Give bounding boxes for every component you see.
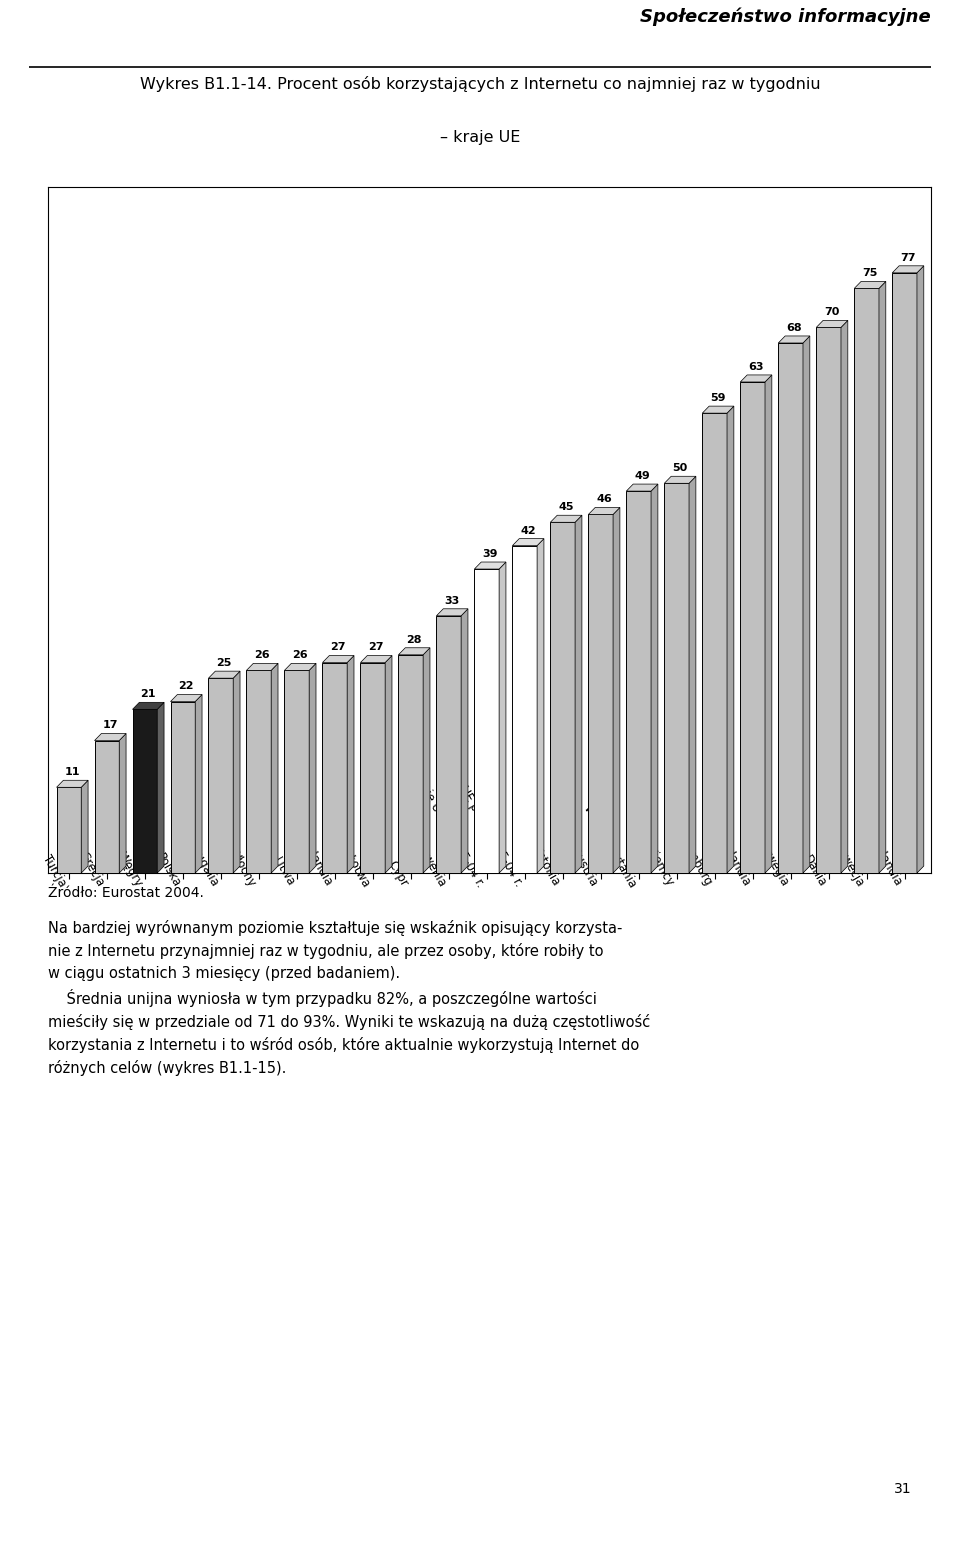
Text: 63: 63 bbox=[749, 362, 764, 373]
Polygon shape bbox=[892, 265, 924, 273]
Bar bbox=[626, 491, 651, 873]
Bar bbox=[284, 670, 309, 873]
Text: 77: 77 bbox=[900, 253, 916, 262]
Polygon shape bbox=[309, 664, 316, 873]
Polygon shape bbox=[917, 265, 924, 873]
Polygon shape bbox=[132, 702, 164, 709]
Text: Wykres B1.1-14. Procent osób korzystających z Internetu co najmniej raz w tygodn: Wykres B1.1-14. Procent osób korzystając… bbox=[140, 76, 820, 92]
Text: 17: 17 bbox=[103, 720, 118, 730]
Polygon shape bbox=[537, 539, 544, 873]
Bar bbox=[513, 546, 537, 873]
Polygon shape bbox=[740, 376, 772, 382]
Polygon shape bbox=[765, 376, 772, 873]
Polygon shape bbox=[816, 321, 848, 327]
Polygon shape bbox=[195, 695, 202, 873]
Bar bbox=[57, 787, 82, 873]
Bar bbox=[664, 483, 689, 873]
Polygon shape bbox=[651, 485, 658, 873]
Text: 27: 27 bbox=[369, 642, 384, 652]
Bar bbox=[208, 678, 233, 873]
Polygon shape bbox=[879, 282, 886, 873]
Polygon shape bbox=[626, 485, 658, 491]
Text: 39: 39 bbox=[483, 549, 498, 560]
Polygon shape bbox=[588, 507, 620, 514]
Polygon shape bbox=[119, 733, 126, 873]
Bar bbox=[816, 327, 841, 873]
Text: 75: 75 bbox=[862, 268, 877, 278]
Polygon shape bbox=[271, 664, 278, 873]
Polygon shape bbox=[171, 695, 202, 702]
Polygon shape bbox=[575, 514, 582, 873]
Text: Społeczeństwo informacyjne: Społeczeństwo informacyjne bbox=[640, 8, 931, 27]
Text: 42: 42 bbox=[520, 525, 536, 536]
Text: 27: 27 bbox=[330, 642, 346, 652]
Polygon shape bbox=[689, 477, 696, 873]
Text: 70: 70 bbox=[825, 307, 840, 318]
Polygon shape bbox=[803, 335, 810, 873]
Polygon shape bbox=[437, 608, 468, 616]
Polygon shape bbox=[323, 655, 354, 663]
Text: 28: 28 bbox=[406, 635, 422, 645]
Bar bbox=[398, 655, 423, 873]
Polygon shape bbox=[233, 670, 240, 873]
Polygon shape bbox=[385, 655, 392, 873]
Bar bbox=[360, 663, 385, 873]
Polygon shape bbox=[57, 780, 88, 787]
Bar bbox=[94, 741, 119, 873]
Bar bbox=[247, 670, 271, 873]
Polygon shape bbox=[854, 282, 886, 288]
Text: 50: 50 bbox=[673, 463, 687, 474]
Bar bbox=[474, 569, 499, 873]
Polygon shape bbox=[360, 655, 392, 663]
Text: 21: 21 bbox=[140, 689, 156, 698]
Text: 49: 49 bbox=[635, 471, 650, 480]
Text: 45: 45 bbox=[559, 502, 574, 511]
Polygon shape bbox=[703, 405, 733, 413]
Bar bbox=[132, 709, 157, 873]
Polygon shape bbox=[348, 655, 354, 873]
Polygon shape bbox=[82, 780, 88, 873]
Bar bbox=[703, 413, 727, 873]
Bar bbox=[550, 522, 575, 873]
Bar bbox=[588, 514, 613, 873]
Polygon shape bbox=[664, 477, 696, 483]
Polygon shape bbox=[613, 507, 620, 873]
Text: 68: 68 bbox=[786, 323, 802, 332]
Polygon shape bbox=[550, 514, 582, 522]
Bar bbox=[171, 702, 195, 873]
Bar bbox=[779, 343, 803, 873]
Bar bbox=[740, 382, 765, 873]
Text: 26: 26 bbox=[254, 650, 270, 661]
Text: 11: 11 bbox=[64, 767, 80, 776]
Polygon shape bbox=[779, 335, 810, 343]
Text: 25: 25 bbox=[217, 658, 232, 667]
Polygon shape bbox=[284, 664, 316, 670]
Bar bbox=[323, 663, 348, 873]
Text: 31: 31 bbox=[895, 1483, 912, 1495]
Polygon shape bbox=[499, 561, 506, 873]
Polygon shape bbox=[841, 321, 848, 873]
Text: – kraje UE: – kraje UE bbox=[440, 131, 520, 145]
Polygon shape bbox=[208, 670, 240, 678]
Text: 22: 22 bbox=[179, 681, 194, 692]
Text: 59: 59 bbox=[710, 393, 726, 402]
Polygon shape bbox=[94, 733, 126, 741]
Text: 46: 46 bbox=[596, 494, 612, 505]
Polygon shape bbox=[727, 405, 733, 873]
Polygon shape bbox=[474, 561, 506, 569]
Polygon shape bbox=[157, 702, 164, 873]
Polygon shape bbox=[398, 649, 430, 655]
Polygon shape bbox=[247, 664, 278, 670]
Polygon shape bbox=[513, 539, 544, 546]
Text: Na bardziej wyrównanym poziomie kształtuje się wskaźnik opisujący korzysta-
nie : Na bardziej wyrównanym poziomie kształtu… bbox=[48, 920, 650, 1076]
Bar bbox=[892, 273, 917, 873]
Bar bbox=[437, 616, 461, 873]
Bar bbox=[854, 288, 879, 873]
Text: 33: 33 bbox=[444, 596, 460, 605]
Polygon shape bbox=[423, 649, 430, 873]
Text: 26: 26 bbox=[293, 650, 308, 661]
Text: Źródło: Eurostat 2004.: Źródło: Eurostat 2004. bbox=[48, 886, 204, 900]
Polygon shape bbox=[461, 608, 468, 873]
